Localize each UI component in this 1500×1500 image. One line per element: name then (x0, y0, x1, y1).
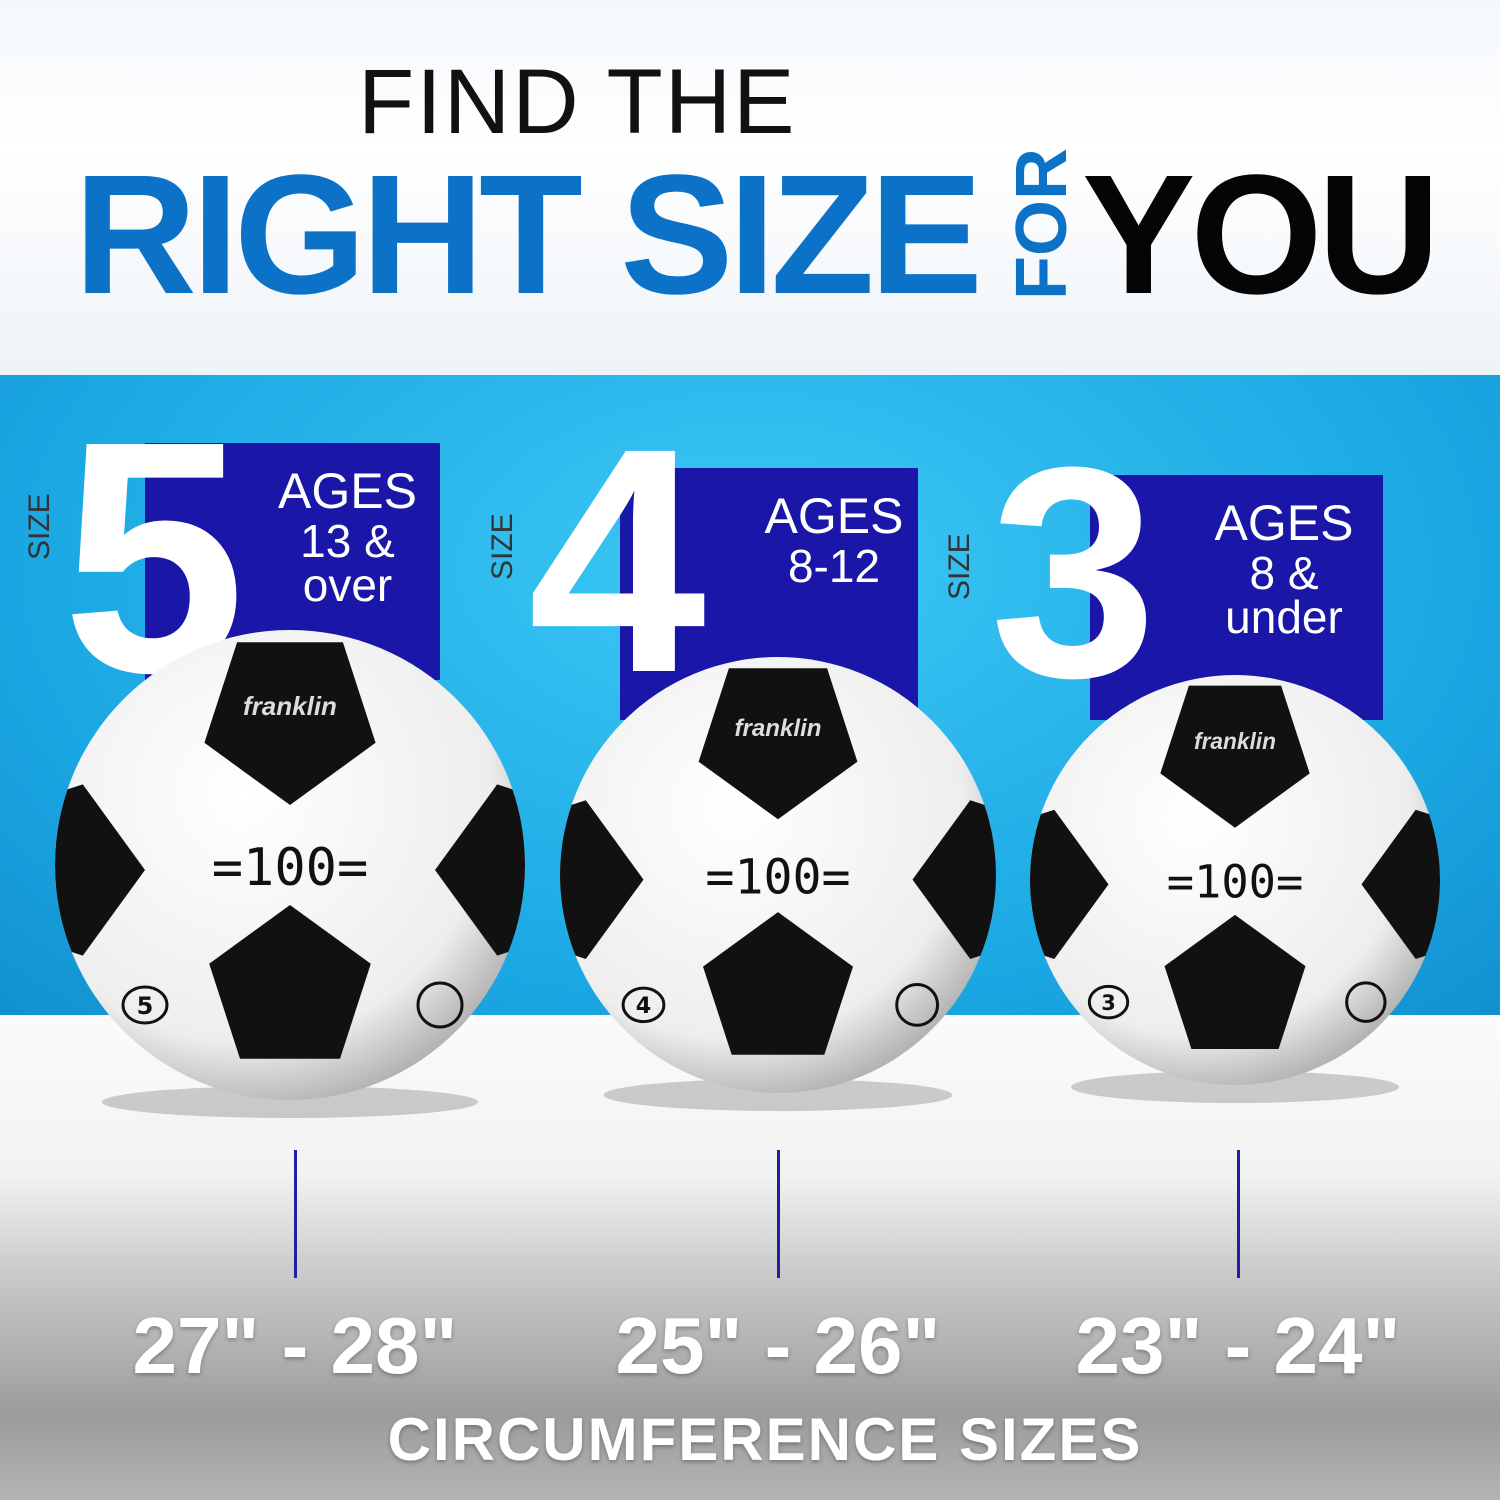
ball-patch (209, 905, 371, 1059)
soccer-ball-size-3: franklin =100= 3 (1020, 665, 1450, 1129)
ages-range-suffix: over (302, 559, 393, 611)
ball-model: =100= (705, 850, 850, 906)
size-label: SIZE (943, 533, 976, 600)
ball-body (1030, 675, 1440, 1085)
ball-graphic: franklin =100= 5 (55, 630, 525, 1118)
ages-title: AGES (764, 488, 904, 544)
ball-patch (1164, 914, 1306, 1049)
ball-patch (204, 642, 376, 805)
ball-patch (1030, 809, 1109, 959)
ball-patch (703, 912, 853, 1055)
size-label: SIZE (486, 513, 519, 580)
circumference-size-3: 23" - 24" (1075, 1301, 1401, 1390)
ages-range: 8 & (1249, 547, 1319, 599)
ages-range-suffix: under (1225, 591, 1343, 643)
ball-shadow (102, 1086, 478, 1118)
ball-patch (698, 668, 858, 820)
ages-title: AGES (1214, 495, 1354, 551)
size-number-3: 3 (990, 404, 1157, 740)
ball-graphic: franklin =100= 4 (560, 657, 996, 1111)
ages-range: 8-12 (787, 540, 881, 592)
circumference-caption: CIRCUMFERENCE SIZES (387, 1406, 1143, 1473)
ball-size-mark: 4 (636, 993, 651, 1019)
divider-line (294, 1150, 297, 1278)
ages-panel-size-5: AGES 13 & over (145, 443, 440, 680)
header-background (0, 0, 1500, 375)
ball-patch (560, 800, 644, 959)
ball-patch (912, 800, 996, 959)
ages-title: AGES (278, 463, 417, 519)
circumference-size-4: 25" - 26" (615, 1301, 941, 1390)
ball-graphic: franklin =100= 3 (1030, 675, 1440, 1103)
ball-size-mark: 5 (137, 992, 154, 1020)
ball-model: =100= (1167, 855, 1304, 908)
ball-patch (1160, 685, 1310, 828)
headline-for: FOR (1002, 148, 1082, 300)
headline-you: YOU (1082, 140, 1440, 330)
ball-brand: franklin (1194, 728, 1276, 754)
ball-patch (1361, 809, 1440, 959)
ball-shadow (1071, 1071, 1399, 1103)
ball-model: =100= (212, 838, 369, 898)
circumference-size-5: 27" - 28" (132, 1301, 458, 1390)
ages-range: 13 & (300, 515, 395, 567)
all-weather-icon (895, 982, 940, 1027)
ball-brand: franklin (243, 691, 337, 721)
soccer-ball-size-4: franklin =100= 4 (550, 647, 1006, 1137)
ball-patch (55, 784, 145, 956)
ball-size-mark: 3 (1101, 991, 1116, 1015)
divider-line (1237, 1150, 1240, 1278)
ball-body (560, 657, 996, 1093)
size-label: SIZE (23, 493, 56, 560)
headline-right-size: RIGHT SIZE (74, 140, 983, 330)
ball-shadow (603, 1079, 953, 1111)
ball-patch (435, 784, 525, 956)
all-weather-icon (1345, 981, 1387, 1023)
soccer-ball-size-5: franklin =100= 5 (45, 620, 535, 1144)
ball-body (55, 630, 525, 1100)
size-number-4: 4 (528, 381, 706, 739)
all-weather-icon (416, 981, 464, 1029)
divider-line (777, 1150, 780, 1278)
headline-find-the: FIND THE (358, 51, 797, 153)
ball-brand: franklin (734, 715, 821, 742)
